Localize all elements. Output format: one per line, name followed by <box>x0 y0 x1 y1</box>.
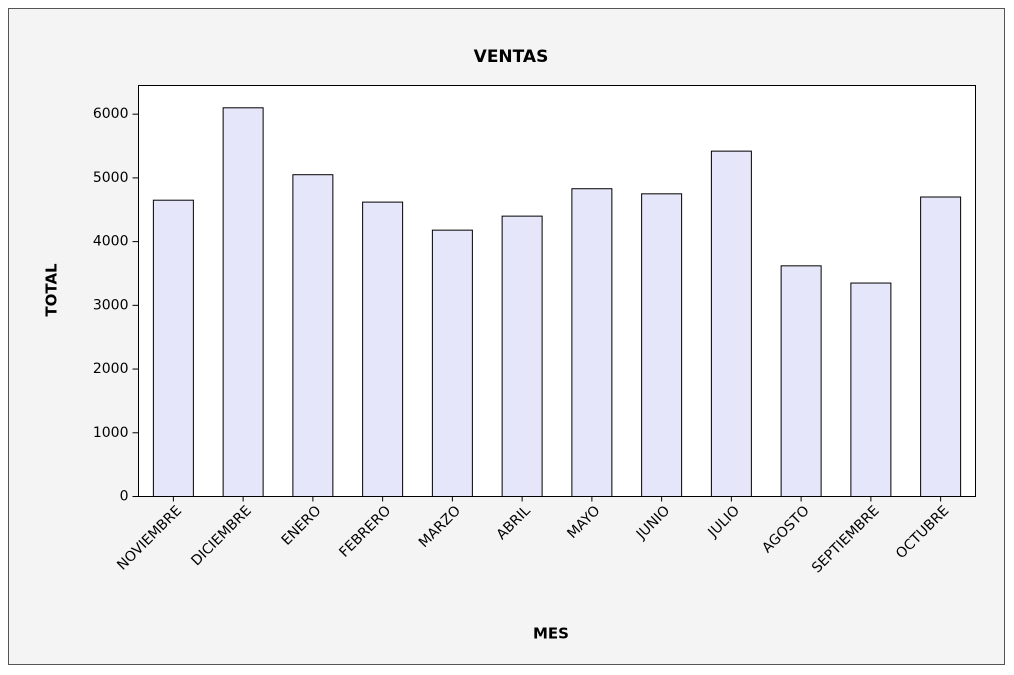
bar <box>362 201 404 497</box>
bar <box>641 193 683 497</box>
y-axis-title: TOTAL <box>43 263 61 317</box>
plot-area <box>138 85 976 497</box>
x-axis-title: MES <box>533 625 569 643</box>
y-tick-label: 5000 <box>93 170 129 186</box>
bar <box>571 188 613 497</box>
y-tick-label: 3000 <box>93 297 129 313</box>
bar <box>292 174 334 498</box>
bar <box>780 265 822 497</box>
y-tick-label: 1000 <box>93 425 129 441</box>
bar <box>501 215 543 498</box>
bar <box>850 282 892 497</box>
bar <box>152 199 194 498</box>
bar <box>710 150 752 497</box>
bar <box>431 229 473 497</box>
y-tick-label: 0 <box>120 489 129 505</box>
y-tick-label: 4000 <box>93 234 129 250</box>
chart-title: VENTAS <box>474 47 549 67</box>
bar <box>920 196 962 497</box>
bar <box>222 107 264 497</box>
y-tick-label: 2000 <box>93 361 129 377</box>
y-tick-label: 6000 <box>93 106 129 122</box>
